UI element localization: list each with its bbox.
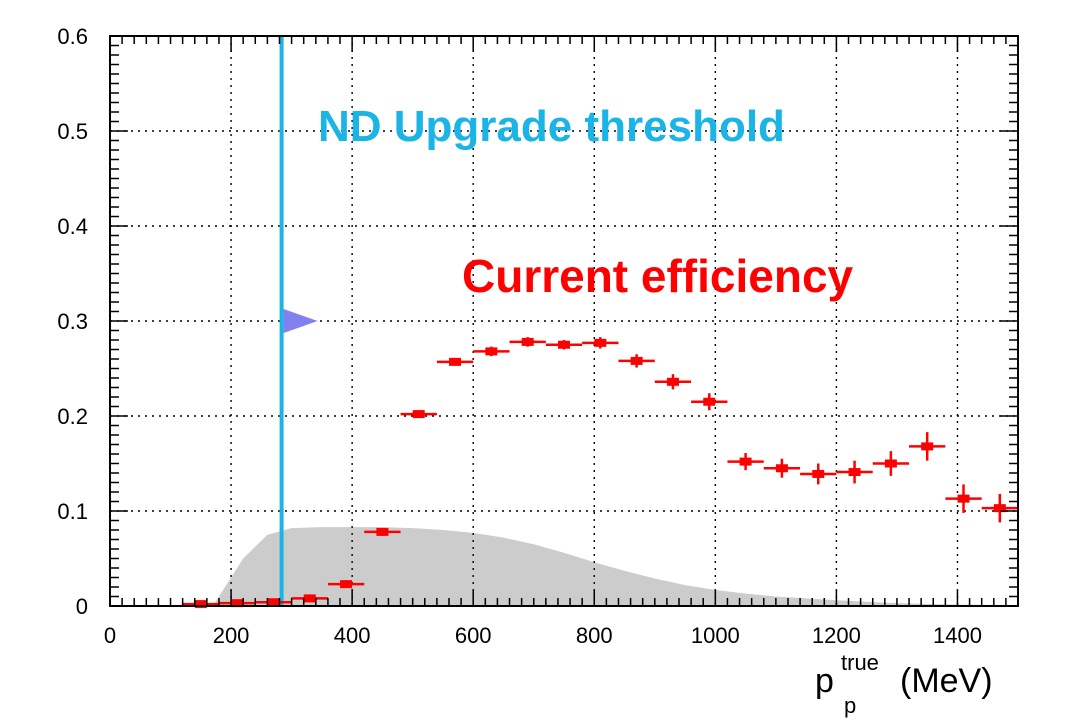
x-tick-label-5: 1000 (691, 623, 740, 648)
data-point-12 (618, 354, 655, 368)
marker-14 (703, 397, 716, 406)
data-point-17 (800, 463, 837, 485)
marker-22 (993, 504, 1006, 513)
x-tick-label-2: 400 (334, 623, 371, 648)
data-point-19 (872, 451, 910, 476)
marker-11 (594, 338, 607, 347)
threshold-annotation: ND Upgrade threshold (318, 102, 785, 151)
marker-0 (194, 600, 207, 609)
x-tick-label-6: 1200 (812, 623, 861, 648)
marker-15 (739, 457, 752, 466)
x-tick-label-7: 1400 (933, 623, 982, 648)
data-point-20 (909, 432, 946, 461)
y-tick-label-3: 0.3 (57, 309, 88, 334)
data-point-2 (255, 598, 292, 607)
data-point-3 (291, 594, 328, 603)
marker-9 (521, 337, 534, 346)
threshold-arrow (283, 309, 318, 333)
y-tick-label-6: 0.6 (57, 24, 88, 49)
marker-19 (884, 459, 897, 468)
x-tick-label-1: 200 (213, 623, 250, 648)
marker-10 (558, 340, 570, 349)
marker-12 (630, 356, 643, 365)
x-tick-label-0: 0 (104, 623, 116, 648)
data-point-14 (691, 393, 728, 411)
marker-8 (485, 347, 498, 356)
x-axis-title-unit: (MeV) (900, 662, 993, 700)
marker-2 (267, 598, 280, 607)
data-point-10 (545, 340, 583, 350)
marker-16 (775, 464, 788, 473)
marker-6 (412, 410, 425, 419)
x-tick-label-3: 600 (455, 623, 492, 648)
y-tick-label-2: 0.2 (57, 404, 88, 429)
background-distribution-area (212, 527, 1018, 606)
marker-20 (921, 442, 934, 451)
data-point-15 (727, 453, 764, 471)
ticks-layer (109, 35, 1018, 607)
x-axis-title-base: p (815, 662, 834, 700)
x-axis-title-sub: p (844, 693, 856, 718)
y-tick-label-0: 0 (76, 594, 88, 619)
threshold-layer (279, 36, 318, 606)
data-point-22 (981, 493, 1018, 523)
grid-layer (110, 36, 1018, 606)
data-point-8 (473, 346, 510, 357)
x-axis-title: p true p (MeV) (815, 650, 993, 718)
y-tick-label-1: 0.1 (57, 499, 88, 524)
x-axis-title-sup: true (841, 650, 879, 675)
background-distribution-layer (212, 527, 1018, 606)
y-tick-label-4: 0.4 (57, 214, 88, 239)
tick-labels-layer: 0 200 400 600 800 1000 1200 1400 0 0.1 0.2 0.3 0.4 0.… (57, 24, 982, 648)
data-point-5 (364, 527, 401, 536)
data-point-6 (400, 410, 437, 419)
marker-3 (303, 594, 316, 603)
data-point-4 (327, 580, 365, 589)
efficiency-annotation: Current efficiency (462, 250, 854, 302)
marker-5 (376, 527, 389, 536)
marker-1 (231, 599, 244, 608)
marker-13 (666, 377, 679, 386)
marker-7 (449, 357, 462, 366)
data-point-18 (836, 460, 873, 484)
x-tick-label-4: 800 (576, 623, 613, 648)
data-point-21 (945, 484, 982, 513)
data-point-7 (436, 357, 474, 366)
data-point-11 (582, 337, 619, 349)
data-points-layer (182, 337, 1018, 609)
marker-21 (957, 494, 970, 503)
marker-18 (848, 468, 861, 477)
data-point-13 (654, 374, 692, 390)
marker-17 (812, 469, 825, 478)
y-tick-label-5: 0.5 (57, 119, 88, 144)
data-point-9 (509, 337, 546, 347)
data-point-16 (763, 458, 801, 478)
marker-4 (340, 580, 353, 589)
